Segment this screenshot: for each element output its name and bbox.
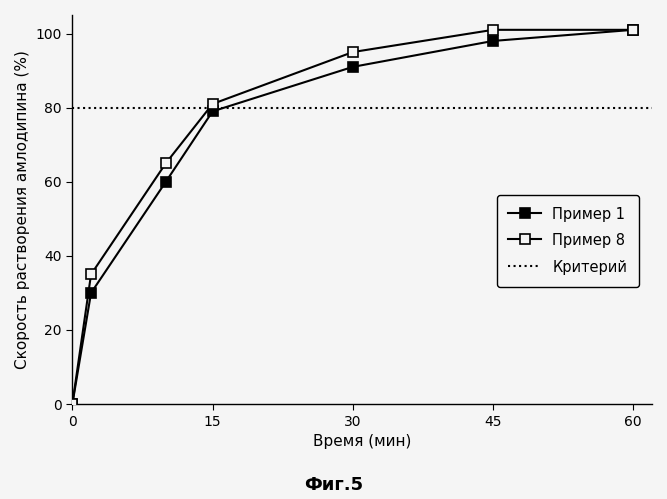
Пример 8 [162, 160, 170, 166]
Пример 1 [87, 290, 95, 296]
Пример 8 [629, 27, 637, 33]
Пример 8 [489, 27, 497, 33]
Критерий [77, 105, 85, 111]
Y-axis label: Скорость растворения амлодипина (%): Скорость растворения амлодипина (%) [15, 50, 30, 369]
Пример 8 [349, 49, 357, 55]
Line: Пример 8: Пример 8 [67, 25, 638, 409]
Пример 1 [349, 64, 357, 70]
Text: Фиг.5: Фиг.5 [304, 476, 363, 494]
Пример 1 [162, 179, 170, 185]
Legend: Пример 1, Пример 8, Критерий: Пример 1, Пример 8, Критерий [497, 195, 639, 286]
Пример 1 [209, 108, 217, 114]
Line: Пример 1: Пример 1 [67, 25, 638, 409]
Пример 8 [68, 401, 76, 407]
Пример 8 [87, 271, 95, 277]
X-axis label: Время (мин): Время (мин) [313, 434, 412, 449]
Пример 1 [489, 38, 497, 44]
Критерий [68, 105, 76, 111]
Пример 1 [68, 401, 76, 407]
Пример 8 [209, 101, 217, 107]
Пример 1 [629, 27, 637, 33]
